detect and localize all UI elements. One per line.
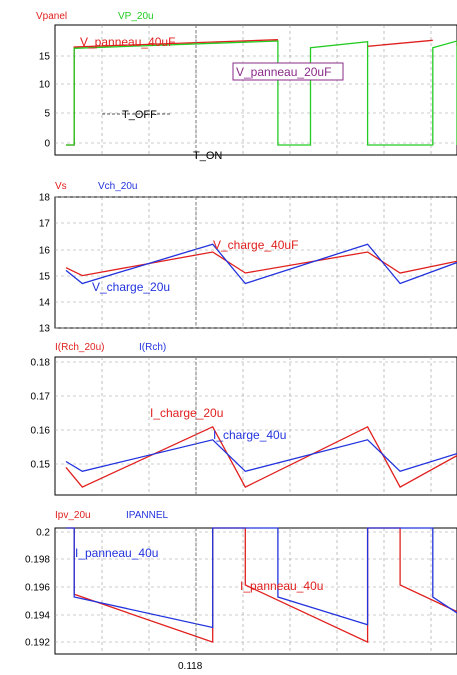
- series-2: [65, 243, 457, 285]
- y-tick-label: 15: [39, 52, 51, 63]
- series-line-vp-20u: [66, 40, 457, 146]
- legend-irch: I(Rch): [139, 342, 166, 353]
- annotation-v-charge-40uf: V_charge_40uF: [213, 238, 298, 252]
- legend-vpanel: Vpanel: [36, 11, 67, 22]
- annotation-i-panneau-40u-blue: I_panneau_40u: [75, 546, 158, 560]
- y-tick-label: 14: [39, 298, 51, 309]
- grid-4: [55, 528, 457, 654]
- series-1: [66, 39, 457, 146]
- panel-vpanel: Vpanel VP_20u 0 5 10 15 V_panneau_40uF V_pa…: [36, 11, 457, 162]
- y-tick-label: 0.2: [36, 528, 50, 539]
- y-tick-label: 0.17: [31, 392, 51, 403]
- yticks-4: 0.192 0.194 0.196 0.198 0.2: [25, 528, 50, 649]
- y-tick-label: 13: [39, 324, 51, 335]
- plot-area-3: [54, 356, 457, 496]
- legend-irch-20u: I(Rch_20u): [55, 342, 104, 353]
- annotation-i-charge-40u: I_charge_40u: [213, 428, 286, 442]
- y-tick-label: 0.16: [31, 426, 51, 437]
- y-tick-label: 5: [44, 109, 50, 120]
- panel-vs: Vs Vch_20u 13 14 15 16 17 18 V_charge_40uF V_…: [39, 181, 457, 335]
- annotation-v-panneau-20uf: V_panneau_20uF: [236, 65, 331, 79]
- grid-2: [55, 196, 457, 329]
- annotation-i-panneau-40u-red: I_panneau_40u: [240, 579, 323, 593]
- series-line-vch-20u: [65, 243, 457, 285]
- annotation-i-charge-20u: I_charge_20u: [150, 406, 223, 420]
- annotation-t-off: T_OFF: [122, 109, 157, 121]
- series-line-vs: [65, 251, 457, 277]
- series-line-vpanel: [66, 39, 457, 146]
- y-tick-label: 15: [39, 272, 51, 283]
- y-tick-label: 17: [39, 219, 51, 230]
- y-tick-label: 0.194: [25, 611, 50, 622]
- legend-vch-20u: Vch_20u: [98, 181, 137, 192]
- plot-area-1: [54, 24, 457, 156]
- yticks-1: 0 5 10 15: [39, 52, 51, 150]
- legend-vp-20u: VP_20u: [118, 11, 154, 22]
- x-axis-label: 0.118: [178, 661, 203, 672]
- y-tick-label: 18: [39, 193, 51, 204]
- plot-area-2: [54, 196, 457, 329]
- annotation-v-panneau-40uf: V_panneau_40uF: [80, 35, 175, 49]
- series-line-ipannel: [66, 527, 457, 629]
- y-tick-label: 0.196: [25, 583, 50, 594]
- yticks-3: 0.15 0.16 0.17 0.18: [31, 358, 51, 471]
- y-tick-label: 0: [44, 139, 50, 150]
- y-tick-label: 10: [39, 80, 51, 91]
- annotation-v-charge-20u: V_charge_20u: [92, 280, 170, 294]
- annotation-t-on: T_ON: [193, 150, 222, 162]
- series-4: [66, 527, 457, 644]
- panel-irch: I(Rch_20u) I(Rch) 0.15 0.16 0.17 0.18 I_cha…: [31, 342, 457, 496]
- series-line-i-rch-: [65, 439, 457, 473]
- legend-vs: Vs: [55, 181, 67, 192]
- series-3: [65, 425, 457, 488]
- y-tick-label: 0.192: [25, 638, 50, 649]
- y-tick-label: 0.15: [31, 460, 51, 471]
- grid-1: [55, 25, 457, 155]
- y-tick-label: 16: [39, 246, 51, 257]
- panel-ipv: Ipv_20u IPANNEL 0.1920.1940.1960.1980.2 …: [25, 510, 457, 672]
- series-line-i-rch-20u-: [65, 425, 457, 488]
- grid-3: [55, 357, 457, 495]
- annotation-box-v-panneau-20uf: [232, 62, 344, 81]
- y-tick-label: 0.198: [25, 555, 50, 566]
- legend-ipv-20u: Ipv_20u: [55, 510, 91, 521]
- legend-ipannel: IPANNEL: [126, 510, 168, 521]
- y-tick-label: 0.18: [31, 358, 51, 369]
- yticks-2: 13 14 15 16 17 18: [39, 193, 51, 335]
